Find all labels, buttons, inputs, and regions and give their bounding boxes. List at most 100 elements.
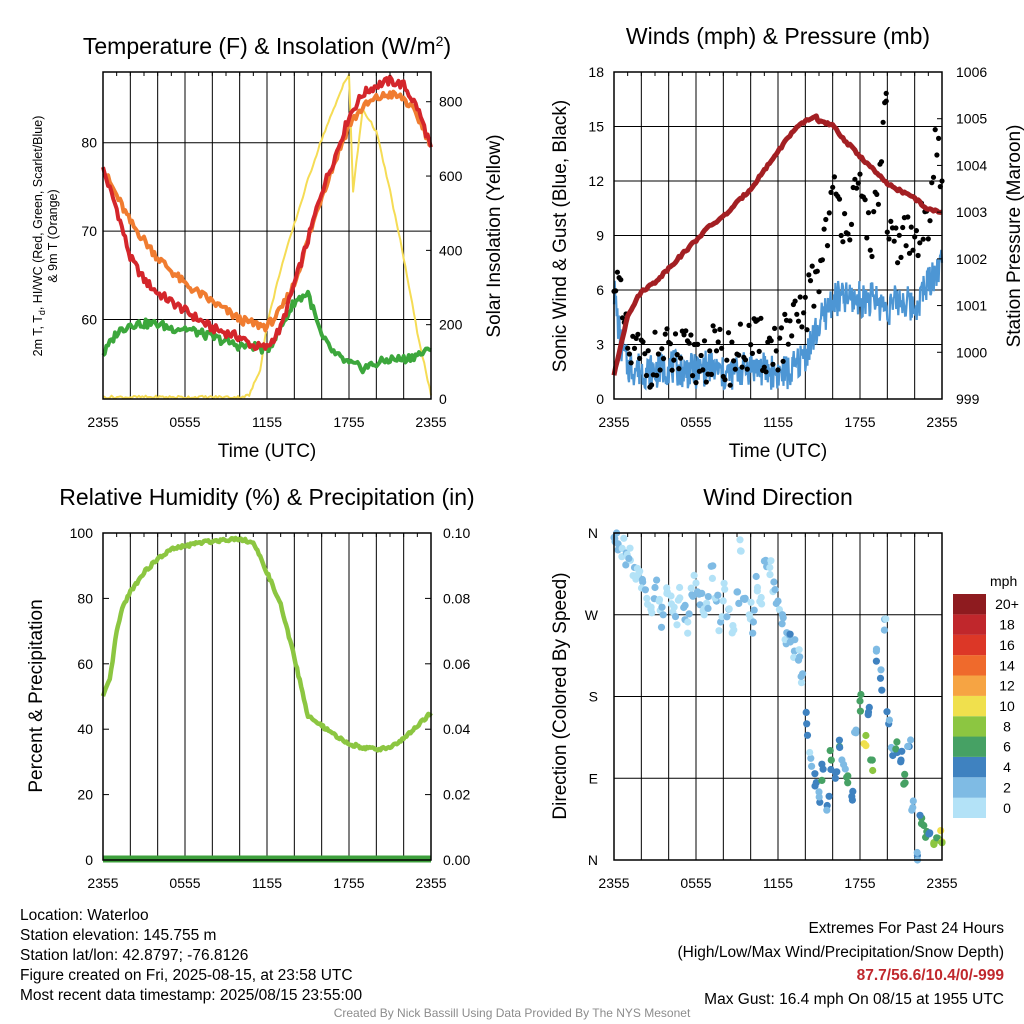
direction-point [684,618,692,626]
direction-point [876,674,885,682]
gust-point [662,331,668,337]
gust-point [657,367,663,373]
x-tick-label: 2355 [598,875,629,891]
colorbar-label: 12 [999,678,1015,694]
gust-point [690,373,696,379]
direction-point [736,547,745,555]
gust-point [746,322,752,328]
direction-point [831,774,840,782]
y-axis-label-left-line2: & 9m T (Orange) [46,189,60,282]
direction-point [816,798,824,806]
y-tick-label-right: 0.00 [443,852,470,868]
direction-point [771,586,779,594]
gust-point [626,351,633,357]
direction-point [925,830,934,838]
y-tick-label-left: S [589,689,598,705]
gust-point [619,315,626,321]
gust-point [925,236,931,242]
x-tick-label: 2355 [926,875,957,891]
direction-point [852,726,860,734]
gust-point [867,247,873,253]
gust-point [845,231,851,237]
gust-point [715,339,721,345]
extremes-values: 87.7/56.6/10.4/0/-999 [856,967,1004,984]
direction-point [741,595,749,604]
direction-point [689,592,697,600]
direction-point [632,575,640,583]
direction-point [831,768,840,776]
direction-point [865,703,873,712]
direction-point [767,557,775,565]
latlon-text: Station lat/lon: 42.8797; -76.8126 [20,947,249,964]
gust-point [703,379,709,385]
gust-point [852,176,858,182]
direction-point [908,806,916,814]
y-tick-label-right: 1000 [956,344,987,360]
direction-point [647,603,655,611]
gust-point [898,254,904,260]
gust-point [725,330,732,336]
gust-point [848,221,855,227]
colorbar-legend: mph 0 2 4 6 8 10 12 14 16 18 20+ [953,573,1019,818]
direction-point [825,792,833,800]
direction-point [862,731,870,740]
gust-point [683,328,689,334]
direction-point [620,534,628,542]
gust-point [824,243,831,249]
direction-point [676,583,684,592]
direction-point [818,776,826,785]
direction-point [818,760,826,768]
gust-point [772,325,778,331]
gust-point [819,257,826,263]
gust-point [838,232,844,239]
gust-point [789,333,795,339]
gust-point [913,228,920,234]
direction-point [714,591,722,599]
direction-point [827,756,835,764]
y-tick-label-right: 0 [439,391,447,407]
x-tick-label: 1755 [844,875,875,891]
gust-point [758,315,764,321]
x-axis-label: Time (UTC) [729,441,828,462]
direction-point [848,796,857,804]
direction-point [720,579,728,587]
gust-point [936,135,942,141]
y-tick-label-left: 0 [596,391,604,407]
gust-point [865,210,872,216]
gust-point [905,214,911,220]
direction-point [893,738,901,746]
colorbar-swatch [953,614,986,635]
gust-point [659,346,665,352]
gust-point [903,243,909,249]
direction-point [797,679,806,687]
series-line-relative-humidity [100,535,433,753]
winds-pressure-chart: 2355 0555 1155 1755 2355 0 3 6 9 12 15 18 999 1000 100… [550,23,1024,462]
direction-point [687,584,695,592]
direction-point [920,821,928,830]
gust-point [719,345,725,351]
direction-point [733,588,742,596]
direction-point [766,563,774,572]
direction-point [715,627,723,635]
extremes-legend: (High/Low/Max Wind/Precipitation/Snow De… [677,943,1005,961]
direction-point [862,742,870,750]
direction-point [786,630,794,638]
gust-point [910,247,916,253]
direction-point [796,653,804,661]
direction-point [878,686,886,694]
direction-point [857,690,865,699]
y-tick-label-right: 0.04 [443,721,470,737]
direction-point [657,623,666,631]
direction-point [885,716,894,724]
station-info: Location: Waterloo Station elevation: 14… [20,906,362,1006]
gust-point [698,352,704,359]
gust-point [631,345,638,351]
direction-point [803,720,811,728]
direction-point [880,626,889,634]
recent-data-text: Most recent data timestamp: 2025/08/15 2… [20,987,363,1004]
series-group [610,529,946,864]
gust-point [686,340,692,346]
y-tick-label-left: 6 [596,282,604,298]
gust-point [842,211,848,217]
